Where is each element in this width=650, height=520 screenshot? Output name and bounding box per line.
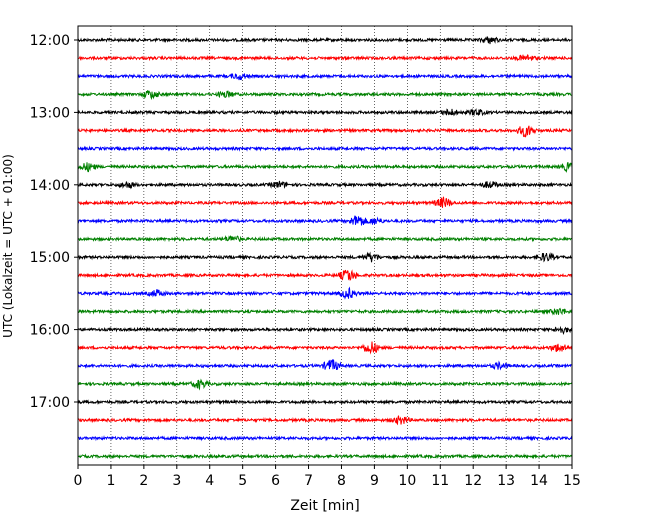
x-axis: 0 1 2 3 4 5 6 7 8 9 10 11 12 13 14 15	[74, 465, 581, 489]
y-tick-label: 13:00	[30, 105, 70, 121]
x-tick-label: 15	[563, 473, 581, 489]
x-tick-label: 12	[464, 473, 482, 489]
seismic-trace	[77, 234, 573, 243]
y-tick-label: 12:00	[30, 33, 70, 49]
seismic-trace	[77, 251, 573, 263]
trace-group	[77, 36, 573, 460]
y-tick-label: 17:00	[30, 395, 70, 411]
seismic-trace	[77, 72, 573, 81]
seismic-trace	[77, 435, 573, 442]
x-tick-label: 14	[530, 473, 548, 489]
x-tick-label: 7	[304, 473, 313, 489]
seismic-trace	[77, 196, 573, 208]
seismic-trace	[77, 162, 573, 173]
y-axis: 12:00 13:00 14:00 15:00 16:00 17:00	[30, 33, 78, 411]
x-grid	[110, 26, 540, 465]
seismic-trace	[77, 415, 573, 426]
seismic-trace	[77, 307, 573, 316]
x-tick-label: 10	[398, 473, 416, 489]
x-tick-label: 6	[271, 473, 280, 489]
seismic-trace	[77, 378, 573, 391]
x-tick-label: 11	[431, 473, 449, 489]
y-tick-label: 16:00	[30, 323, 70, 339]
seismic-trace	[77, 453, 573, 460]
seismic-trace	[77, 180, 573, 190]
x-tick-label: 4	[205, 473, 214, 489]
seismic-trace	[77, 108, 573, 117]
x-axis-label: Zeit [min]	[290, 498, 359, 514]
seismic-trace	[77, 90, 573, 101]
x-tick-label: 5	[238, 473, 247, 489]
seismic-trace	[77, 325, 573, 336]
seismic-trace	[77, 398, 573, 406]
seismic-trace	[77, 145, 573, 152]
seismic-trace	[77, 341, 573, 355]
y-tick-label: 15:00	[30, 250, 70, 266]
seismic-trace	[77, 54, 573, 62]
x-tick-label: 0	[74, 473, 83, 489]
seismic-trace	[77, 215, 573, 226]
y-tick-label: 14:00	[30, 178, 70, 194]
seismic-trace	[77, 359, 573, 371]
x-tick-label: 13	[497, 473, 515, 489]
plot-frame	[77, 25, 573, 466]
seismic-trace	[77, 269, 573, 281]
y-axis-label: UTC (Lokalzeit = UTC + 01:00)	[1, 154, 15, 338]
seismic-trace	[77, 125, 573, 138]
x-tick-label: 3	[172, 473, 181, 489]
x-tick-label: 1	[106, 473, 115, 489]
x-tick-label: 8	[337, 473, 346, 489]
x-tick-label: 9	[370, 473, 379, 489]
seismic-trace	[77, 286, 573, 300]
seismic-trace	[77, 36, 573, 45]
x-tick-label: 2	[139, 473, 148, 489]
